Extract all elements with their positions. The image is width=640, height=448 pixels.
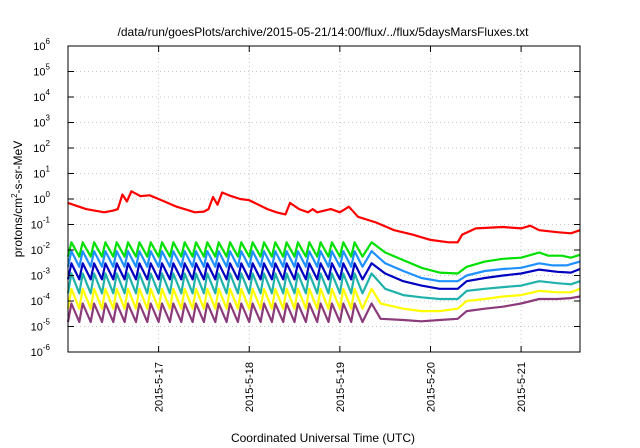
y-tick-label: 102	[33, 139, 50, 155]
x-tick-label: 2015-5-18	[244, 362, 256, 412]
y-tick-label: 100	[33, 190, 50, 206]
series-line-7	[66, 295, 581, 324]
chart-title: /data/run/goesPlots/archive/2015-05-21/1…	[118, 25, 530, 39]
y-tick-label: 104	[33, 88, 50, 104]
x-axis: 2015-5-17 2015-5-18 2015-5-19 2015-5-20 2015…	[154, 46, 528, 412]
y-tick-label: 10-5	[31, 318, 51, 334]
series-line-1	[67, 190, 581, 244]
y-tick-label: 105	[33, 63, 50, 79]
x-tick-label: 2015-5-19	[335, 362, 347, 412]
series-line-3	[66, 250, 581, 283]
series-line-2	[66, 241, 581, 275]
y-tick-label: 103	[33, 114, 50, 130]
y-tick-label: 10-2	[31, 241, 51, 257]
y-tick-label: 10-3	[31, 267, 51, 283]
y-tick-label: 10-4	[31, 292, 51, 308]
series-line-5	[66, 272, 581, 301]
y-tick-label: 10-6	[31, 343, 51, 359]
series-line-6	[66, 287, 581, 313]
x-axis-label: Coordinated Universal Time (UTC)	[231, 431, 415, 445]
x-tick-label: 2015-5-20	[425, 362, 437, 412]
y-tick-label: 10-1	[31, 216, 51, 232]
y-tick-label: 106	[33, 37, 50, 53]
series-line-4	[66, 262, 581, 290]
y-tick-label: 101	[33, 165, 50, 181]
series-layer	[66, 190, 581, 324]
x-tick-label: 2015-5-21	[516, 362, 528, 412]
y-axis: 10-6 10-5 10-4 10-3 10-2 10-1 100 101 102 103 104 1…	[31, 37, 580, 359]
x-tick-label: 2015-5-17	[154, 362, 166, 412]
y-axis-label: protons/cm2-s-sr-MeV	[10, 141, 25, 257]
